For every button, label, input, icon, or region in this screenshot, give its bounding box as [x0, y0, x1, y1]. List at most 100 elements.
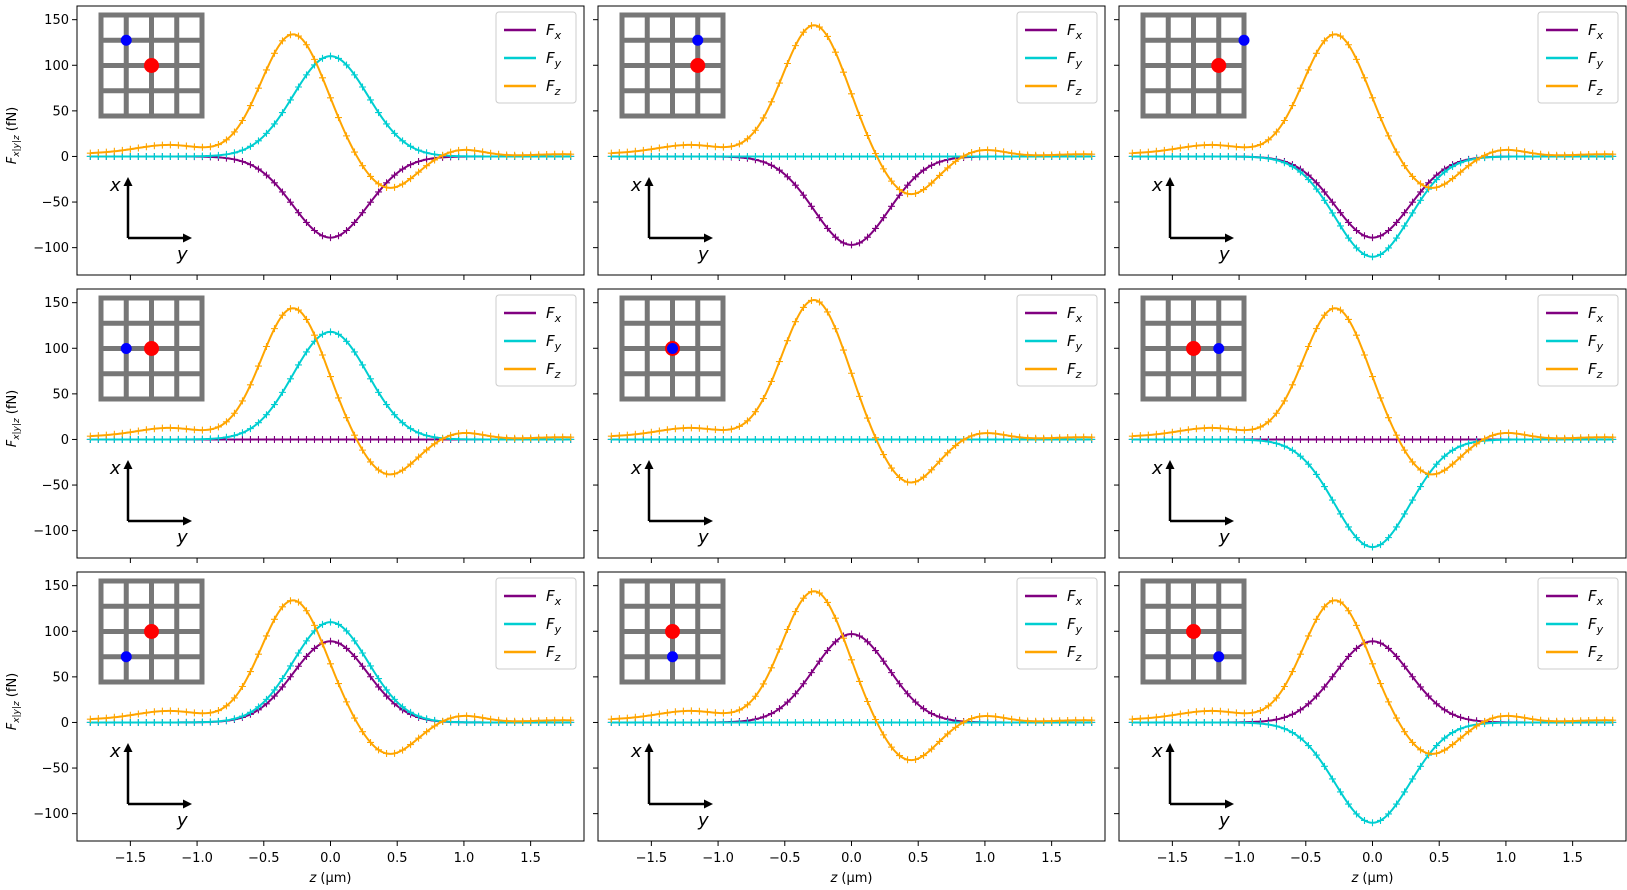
y-arrow-head	[183, 516, 192, 526]
data-point-fz	[1144, 714, 1152, 722]
data-point-fy	[1449, 163, 1457, 171]
data-point-fx	[294, 209, 302, 217]
legend-entry-fz: Fz	[1067, 77, 1082, 98]
blue-dot-marker	[1238, 34, 1250, 46]
data-point-fz	[1192, 425, 1200, 433]
data-point-fy	[1280, 442, 1288, 450]
data-point-fz	[535, 151, 543, 159]
legend-entry-fz: Fz	[1588, 360, 1603, 381]
data-point-fz	[839, 346, 847, 354]
data-point-fz	[1393, 148, 1401, 156]
data-point-fz	[1296, 362, 1304, 370]
data-point-fz	[1369, 94, 1376, 102]
data-point-fy	[1224, 153, 1232, 161]
data-point-fz	[960, 436, 968, 444]
data-point-fy	[807, 435, 815, 443]
data-point-fz	[1288, 381, 1296, 389]
data-point-fz	[735, 422, 743, 430]
data-point-fz	[1264, 136, 1272, 144]
red-dot-marker	[1186, 624, 1201, 639]
data-point-fz	[1320, 311, 1328, 319]
data-point-fx	[791, 690, 799, 698]
data-point-fy	[182, 435, 190, 443]
data-point-fy	[463, 435, 471, 443]
data-point-fx	[1336, 209, 1344, 217]
data-point-fx	[1425, 692, 1433, 700]
data-point-fx	[1457, 713, 1465, 721]
data-point-fz	[479, 148, 487, 156]
data-point-fz	[1569, 717, 1577, 725]
data-point-fz	[1304, 342, 1312, 350]
data-point-fy	[1312, 185, 1320, 193]
data-point-fx	[286, 435, 294, 443]
data-point-fx	[1425, 435, 1433, 443]
y-tick-label: −100	[33, 241, 69, 256]
data-point-fy	[864, 718, 872, 726]
data-point-fx	[343, 435, 351, 443]
data-point-fy	[695, 152, 703, 160]
x-arrow-label: x	[109, 458, 121, 479]
data-point-fx	[310, 644, 318, 652]
data-point-fz	[447, 148, 455, 156]
data-point-fy	[1369, 543, 1376, 551]
data-point-fz	[423, 162, 431, 170]
data-point-fz	[1377, 114, 1385, 122]
lattice-inset	[98, 578, 205, 685]
data-point-fz	[1489, 714, 1497, 722]
data-point-fz	[1304, 632, 1312, 640]
data-point-fy	[880, 435, 888, 443]
data-point-fz	[1208, 707, 1216, 715]
legend-entry-fx: Fx	[546, 587, 562, 608]
data-point-fz	[1585, 150, 1593, 158]
data-point-fz	[1272, 694, 1280, 702]
data-point-fy	[904, 435, 912, 443]
data-point-fy	[294, 361, 302, 369]
data-point-fz	[759, 114, 767, 122]
data-point-fy	[848, 435, 855, 443]
data-point-fy	[743, 152, 751, 160]
data-point-fx	[335, 232, 343, 240]
y-axis-label: Fx|y|z (fN)	[5, 390, 22, 448]
data-point-fx	[407, 435, 415, 443]
data-point-fy	[262, 695, 270, 703]
data-point-fx	[343, 226, 351, 234]
data-point-fz	[1441, 466, 1449, 474]
data-point-fz	[1465, 446, 1473, 454]
data-point-fz	[487, 432, 495, 440]
y-axis-label: Fx|y|z (fN)	[5, 673, 22, 731]
data-point-fy	[687, 435, 695, 443]
data-point-fz	[1288, 102, 1296, 110]
data-point-fz	[1144, 148, 1152, 156]
data-point-fy	[222, 433, 230, 441]
data-point-fz	[222, 702, 230, 710]
data-point-fz	[960, 152, 968, 160]
data-point-fz	[495, 433, 503, 441]
data-point-fx	[310, 226, 318, 234]
data-point-fz	[1401, 446, 1409, 454]
legend-entry-fz: Fz	[546, 643, 561, 664]
data-point-fz	[880, 451, 888, 459]
data-point-fx	[1328, 673, 1336, 681]
data-point-fy	[735, 718, 743, 726]
data-point-fz	[607, 432, 615, 440]
data-point-fy	[375, 675, 383, 683]
data-point-fz	[126, 428, 134, 436]
data-point-fy	[222, 716, 230, 724]
data-point-fx	[327, 637, 334, 645]
data-point-fz	[639, 712, 647, 720]
x-tick-label: −1.5	[636, 851, 668, 866]
data-point-fy	[896, 152, 904, 160]
data-point-fy	[327, 52, 334, 60]
data-point-fy	[888, 435, 896, 443]
lattice-inset	[1140, 295, 1247, 402]
data-point-fy	[1184, 435, 1192, 443]
data-point-fz	[1016, 716, 1024, 724]
data-point-fz	[1593, 150, 1601, 158]
data-point-fx	[351, 218, 359, 226]
data-point-fz	[1160, 146, 1168, 154]
data-point-fz	[286, 31, 294, 39]
data-point-fz	[1505, 429, 1513, 437]
data-point-fz	[1393, 714, 1401, 722]
data-point-fz	[872, 715, 880, 723]
data-point-fz	[607, 715, 615, 723]
